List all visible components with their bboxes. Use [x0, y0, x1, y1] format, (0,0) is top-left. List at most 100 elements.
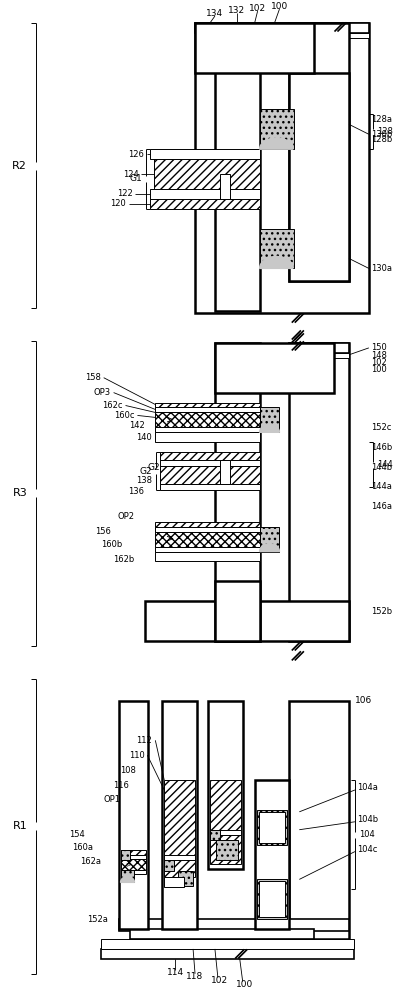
Bar [260, 229, 294, 268]
Text: 152c: 152c [371, 423, 391, 432]
Bar [118, 919, 349, 931]
Bar [155, 427, 260, 432]
Text: 100: 100 [236, 980, 253, 989]
Text: >: > [166, 534, 174, 544]
Bar [260, 527, 279, 552]
Text: 122: 122 [117, 189, 133, 198]
Text: 128: 128 [377, 127, 393, 136]
Bar [118, 701, 148, 929]
Polygon shape [260, 256, 293, 268]
Text: 156: 156 [95, 527, 111, 536]
Bar [164, 860, 174, 871]
Bar [120, 870, 135, 882]
Bar [155, 432, 260, 442]
Bar [216, 840, 238, 860]
Bar [155, 412, 260, 427]
Text: >: > [166, 414, 174, 424]
Polygon shape [260, 544, 279, 552]
Text: 150: 150 [371, 343, 386, 352]
Bar [259, 812, 285, 843]
Text: 104a: 104a [357, 783, 378, 792]
Bar [259, 881, 285, 917]
Bar [162, 701, 197, 929]
Text: 140: 140 [137, 433, 152, 442]
Text: 102: 102 [371, 358, 386, 367]
Bar [210, 830, 220, 840]
Bar [210, 780, 241, 835]
Text: >: > [126, 861, 131, 867]
Bar [131, 929, 314, 939]
Text: 148: 148 [371, 351, 387, 360]
Bar [150, 189, 260, 199]
Text: 100: 100 [371, 365, 386, 374]
Text: 126: 126 [129, 150, 144, 159]
Polygon shape [260, 424, 279, 432]
Text: 104b: 104b [357, 815, 378, 824]
Text: G1: G1 [130, 174, 142, 183]
Bar [195, 23, 369, 313]
Bar [260, 407, 279, 432]
Bar [215, 343, 334, 393]
Bar [255, 780, 289, 929]
Bar [155, 403, 260, 407]
Bar [101, 939, 354, 949]
Bar [289, 701, 349, 939]
Bar [164, 855, 195, 860]
Bar [155, 527, 260, 532]
Text: 120: 120 [110, 199, 125, 208]
Bar [160, 484, 260, 490]
Bar [215, 581, 260, 641]
Bar [150, 199, 260, 209]
Text: 102: 102 [249, 4, 266, 13]
Bar [120, 870, 146, 874]
Text: 110: 110 [129, 751, 144, 760]
Text: R1: R1 [12, 821, 27, 831]
Text: 114: 114 [166, 968, 184, 977]
Bar [160, 460, 260, 466]
Text: 144: 144 [377, 460, 393, 469]
Text: 112: 112 [137, 736, 152, 745]
Bar [215, 343, 260, 641]
Bar [289, 23, 349, 281]
Bar [120, 850, 131, 860]
Text: 128b: 128b [371, 135, 392, 144]
Text: G2: G2 [147, 463, 160, 472]
Bar [160, 466, 260, 484]
Text: 158: 158 [85, 373, 101, 382]
Bar [208, 701, 243, 869]
Text: 124: 124 [123, 170, 139, 179]
Bar [120, 855, 146, 859]
Text: G2: G2 [140, 467, 152, 476]
Bar [289, 353, 349, 358]
Text: 162c: 162c [102, 401, 123, 410]
Bar [178, 871, 193, 886]
Text: R2: R2 [12, 161, 27, 171]
Text: 134: 134 [206, 9, 224, 18]
Text: 146a: 146a [371, 502, 392, 511]
Text: 138: 138 [136, 476, 152, 485]
Bar [155, 522, 260, 527]
Text: 128a: 128a [371, 115, 392, 124]
Text: 136: 136 [129, 487, 144, 496]
Text: 144a: 144a [371, 482, 392, 491]
Text: 106: 106 [355, 696, 372, 705]
Bar [260, 109, 294, 149]
Bar [195, 23, 369, 33]
Text: 100: 100 [271, 2, 288, 11]
Text: 104: 104 [359, 830, 375, 839]
Bar [155, 547, 260, 552]
Text: 152a: 152a [87, 915, 108, 924]
Text: OP3: OP3 [93, 388, 111, 397]
Bar [145, 601, 349, 641]
Text: 144b: 144b [371, 463, 392, 472]
Bar [220, 460, 230, 484]
Bar [257, 879, 287, 919]
Text: 160b: 160b [101, 540, 123, 549]
Polygon shape [260, 138, 293, 149]
Bar [150, 149, 260, 159]
Bar [160, 452, 260, 460]
Bar [220, 174, 230, 199]
Text: 162a: 162a [80, 857, 101, 866]
Bar [257, 810, 287, 845]
Text: OP1: OP1 [104, 795, 120, 804]
